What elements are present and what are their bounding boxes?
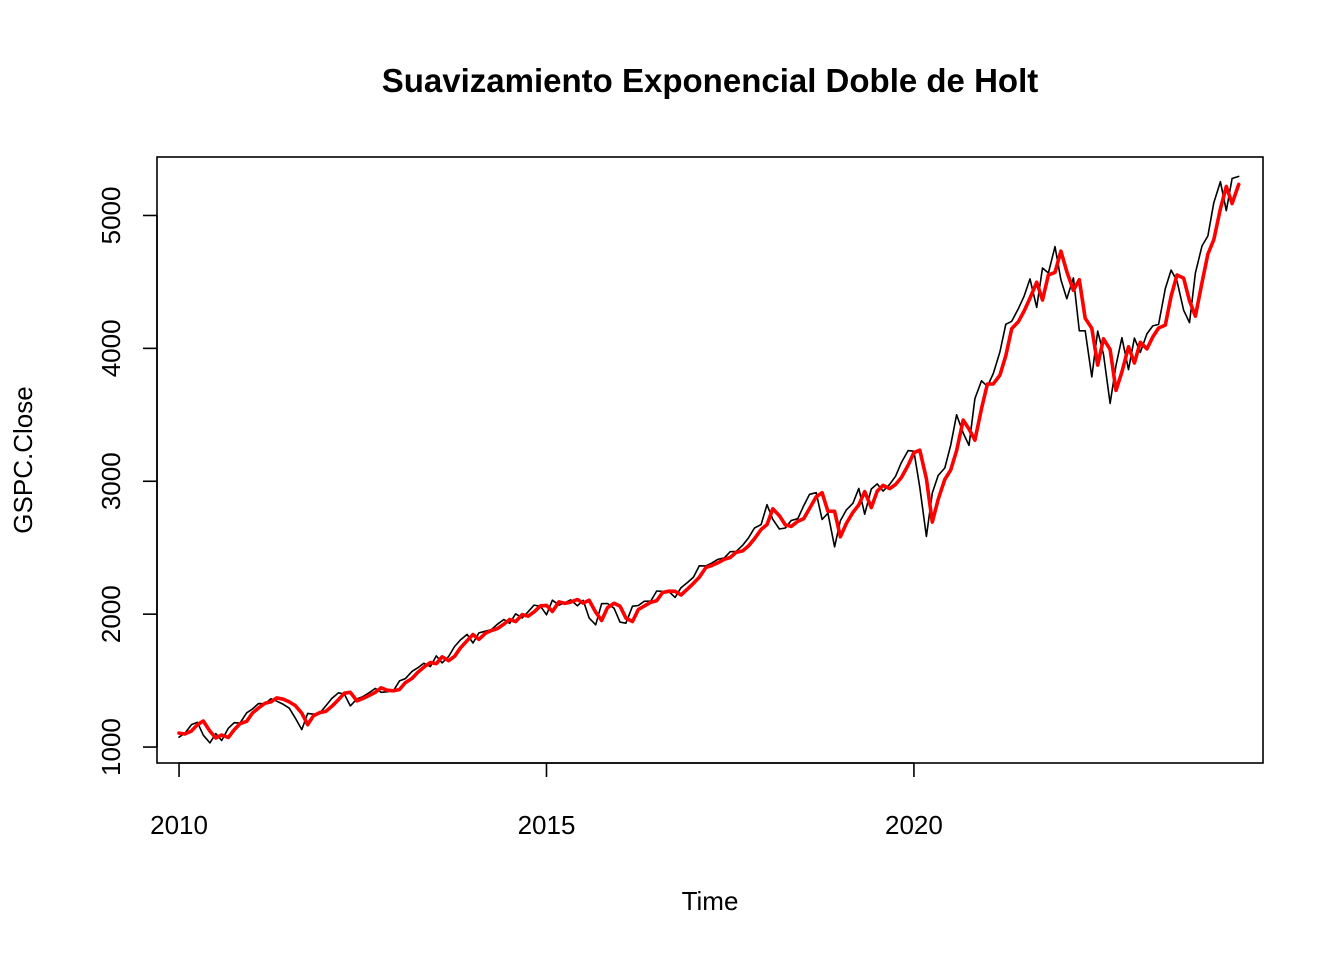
chart-title: Suavizamiento Exponencial Doble de Holt — [382, 62, 1038, 99]
y-tick-label: 5000 — [96, 187, 126, 245]
x-tick-label: 2010 — [150, 810, 208, 840]
y-axis-title: GSPC.Close — [8, 386, 38, 533]
y-tick-label: 1000 — [96, 718, 126, 776]
y-tick-label: 3000 — [96, 452, 126, 510]
y-axis: 1000 2000 3000 4000 5000 — [96, 187, 158, 776]
fitted-series-line — [177, 182, 1241, 740]
x-axis: 2010 2015 2020 — [150, 762, 943, 840]
x-tick-label: 2015 — [518, 810, 576, 840]
x-axis-title: Time — [682, 886, 739, 916]
x-tick-label: 2020 — [885, 810, 943, 840]
plot-frame — [156, 156, 1264, 764]
y-tick-label: 2000 — [96, 585, 126, 643]
series-layer — [177, 175, 1241, 744]
observed-series-line — [178, 175, 1240, 744]
y-tick-label: 4000 — [96, 319, 126, 377]
